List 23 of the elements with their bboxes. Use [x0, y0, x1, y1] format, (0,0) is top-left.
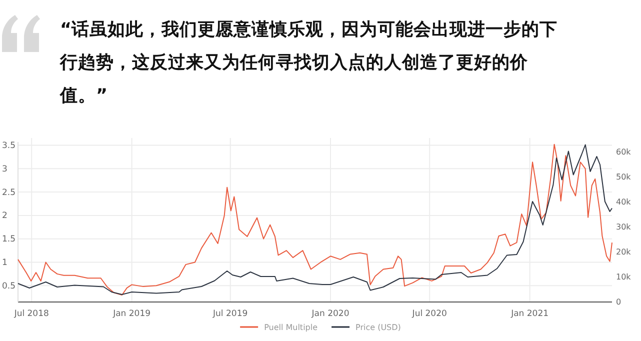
y-tick-label: 2.5 — [2, 188, 16, 198]
y2-tick-label: 20k — [616, 248, 632, 257]
legend-label: Puell Multiple — [264, 323, 318, 332]
x-tick-label: Jan 2020 — [310, 309, 350, 320]
x-tick-label: Jul 2019 — [212, 309, 248, 320]
y2-tick-label: 40k — [616, 198, 632, 207]
y-tick-label: 1.5 — [2, 234, 16, 245]
x-tick-label: Jul 2020 — [411, 309, 447, 320]
x-tick-label: Jul 2018 — [13, 309, 49, 320]
y2-tick-label: 60k — [616, 148, 632, 157]
y2-tick-label: 50k — [616, 172, 632, 182]
y-tick-label: 1 — [2, 258, 8, 268]
x-tick-label: Jan 2019 — [112, 309, 151, 320]
y2-tick-label: 10k — [616, 272, 632, 282]
y-tick-label: 3 — [2, 164, 8, 174]
y-tick-label: 0.5 — [2, 281, 16, 292]
y2-tick-label: 30k — [616, 222, 632, 232]
x-tick-label: Jan 2021 — [510, 309, 549, 320]
y2-tick-label: 0 — [616, 298, 622, 307]
y-tick-label: 2 — [2, 211, 8, 222]
chart-title: “话虽如此，我们更愿意谨慎乐观，因为可能会出现进一步的下行趋势，这反过来又为任何寻找切入点的人创造了更好的价值。” — [60, 19, 559, 108]
legend-label: Price (USD) — [356, 323, 401, 332]
y-tick-label: 3.5 — [2, 140, 16, 151]
